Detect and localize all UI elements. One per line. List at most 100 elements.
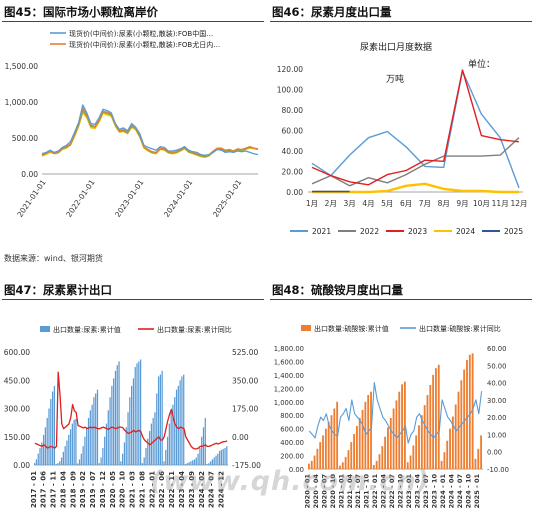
bar <box>165 449 167 465</box>
bar <box>471 353 474 469</box>
x-tick-label: 2018 - 04 <box>59 471 67 508</box>
bar <box>201 436 203 465</box>
bar <box>226 446 228 465</box>
bar <box>217 453 219 465</box>
x-tick-label: 2022 - 07 <box>388 474 396 508</box>
legend-label: 2021 <box>312 227 331 236</box>
y-tick-label-right: 175.00 <box>232 405 258 414</box>
y-tick-label: 20.00 <box>282 168 304 177</box>
bar <box>440 460 443 469</box>
y-tick-label-left: 200.00 <box>280 453 304 461</box>
bar <box>197 453 199 465</box>
x-tick-label: 2022 - 06 <box>158 471 166 508</box>
x-tick-label: 3月 <box>343 199 355 208</box>
bar <box>100 457 102 465</box>
bar <box>208 463 210 465</box>
bar <box>136 363 138 465</box>
chart-fig47: 出口数量:尿素:累计值 出口数量:尿素:累计同比 600.00 450.00 300.0… <box>4 325 261 508</box>
y-tick-label: 100.00 <box>277 86 303 95</box>
bar <box>449 428 451 469</box>
bar <box>316 448 319 469</box>
y-tick-label: 0.00 <box>286 188 303 197</box>
y-tick-label-right: -175.00 <box>232 461 261 470</box>
bar <box>361 409 364 469</box>
bar <box>184 464 187 465</box>
bar <box>347 450 350 469</box>
bar <box>156 393 158 465</box>
x-tick-label: 2024 - 07 <box>208 471 216 508</box>
bar <box>392 408 395 469</box>
chart-title-fig46: 图46：尿素月度出口量 <box>272 5 392 19</box>
bar <box>179 380 181 465</box>
bar <box>145 448 147 465</box>
y-tick-label-left: 1,200.00 <box>274 385 304 393</box>
bar <box>102 448 104 465</box>
x-tick-label: 2023 - 01 <box>405 474 413 509</box>
title-divider <box>2 21 264 22</box>
bar <box>437 364 440 469</box>
bar <box>46 417 48 465</box>
y-tick-label-left: 150.00 <box>4 433 30 442</box>
legend-label: 出口数量:硫酸铵:累计值 <box>314 324 389 333</box>
series-line <box>311 70 520 189</box>
bar <box>95 393 97 465</box>
y-tick-label: 120.00 <box>277 65 303 74</box>
unit-value: 万吨 <box>386 73 404 85</box>
x-tick-label: 12月 <box>510 199 527 208</box>
bar <box>310 460 313 469</box>
bar <box>166 436 169 465</box>
bar <box>55 464 57 465</box>
series-line <box>41 104 259 156</box>
x-tick-label: 10月 <box>473 199 490 208</box>
x-tick-label: 5月 <box>381 199 393 208</box>
bar <box>71 423 73 465</box>
bar <box>111 385 113 465</box>
bar <box>188 462 190 465</box>
bar <box>107 410 109 465</box>
chart-title-fig47: 图47：尿素累计出口 <box>4 283 113 297</box>
bar <box>204 417 206 465</box>
y-tick-label: 500.00 <box>12 134 38 143</box>
bar <box>381 446 384 469</box>
bar <box>333 408 336 469</box>
bar <box>48 408 50 465</box>
x-tick-label: 2022 - 01 <box>148 471 156 508</box>
bar <box>148 431 151 465</box>
x-tick-label: 2024-01-01 <box>162 178 195 219</box>
y-tick-label-right: 10.00 <box>487 431 506 439</box>
bar <box>415 435 418 469</box>
x-tick-label: 2019 - 12 <box>99 471 107 508</box>
bar <box>454 404 457 469</box>
x-tick-label: 6月 <box>400 199 412 208</box>
y-tick-label-right: -10.00 <box>487 466 509 474</box>
y-tick-label-right: 350.00 <box>232 376 258 385</box>
bar <box>154 412 156 465</box>
y-tick-label-left: 800.00 <box>280 412 304 420</box>
bar <box>78 459 81 465</box>
bar <box>398 391 401 469</box>
bar <box>134 367 136 465</box>
bar <box>172 404 174 465</box>
x-tick-label: 2022 - 10 <box>397 474 405 509</box>
bar <box>219 450 221 465</box>
y-tick-label-right: 525.00 <box>232 348 258 357</box>
legend-label: 2023 <box>408 227 427 236</box>
bar <box>51 391 54 465</box>
bar <box>163 461 165 465</box>
bar <box>355 425 358 469</box>
unit-label: 单位： <box>468 58 495 70</box>
x-tick-label: 2024 - 02 <box>198 471 206 508</box>
bar <box>114 370 117 465</box>
bar <box>324 428 327 469</box>
y-tick-label-left: 450.00 <box>4 376 30 385</box>
y-tick-label-left: 600.00 <box>4 348 30 357</box>
bar <box>432 374 435 469</box>
bar <box>168 423 170 465</box>
y-tick-label-left: 600.00 <box>280 426 304 434</box>
x-tick-label: 2017 - 06 <box>40 471 48 508</box>
x-tick-label: 2017 - 11 <box>50 471 58 508</box>
bar <box>139 359 142 465</box>
watermark: (www.qh.com.cn) <box>150 466 431 497</box>
y-tick-label-left: 1,600.00 <box>274 358 304 366</box>
title-divider <box>2 299 264 300</box>
